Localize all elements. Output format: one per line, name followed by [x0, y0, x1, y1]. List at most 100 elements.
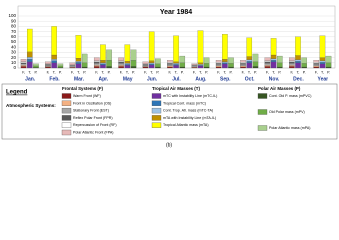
bar-segment [142, 61, 149, 64]
month-label: Jul. [172, 76, 181, 82]
bar-segment [45, 66, 51, 69]
legend-label: Stationary Front (EST) [73, 109, 109, 113]
legend-group-title: Polar Air Masses (P) [258, 86, 301, 91]
chart: Year 1984 Legend Atmospheric Systems: (b… [1, 5, 338, 148]
legend-swatch [151, 107, 162, 114]
bar-segment [118, 57, 124, 61]
bar-segment [167, 66, 173, 69]
bar-segment [325, 66, 332, 69]
bar-segment [142, 66, 149, 69]
y-tick-label: 10 [11, 60, 17, 65]
month-label: Aug. [195, 76, 207, 82]
bar-segment [289, 65, 295, 67]
bar-label: F, [169, 70, 172, 74]
bar-label: P. [59, 70, 62, 74]
bar-segment [246, 62, 253, 69]
bar-segment [33, 65, 39, 68]
bar-segment [313, 60, 320, 63]
legend-label: Old Polar mass (mPV) [269, 110, 305, 114]
bar-segment [197, 30, 204, 63]
bar-segment [264, 66, 271, 69]
month-label: Oct. [245, 76, 255, 82]
bar-segment [20, 59, 27, 62]
bar-segment [20, 66, 27, 69]
bar-segment [93, 65, 100, 67]
bar-label: T, [77, 70, 80, 74]
bar-segment [100, 64, 106, 69]
y-tick-label: 80 [11, 24, 17, 29]
legend-label: Polar Atlantic mass (mPA) [269, 126, 310, 130]
legend-swatch [257, 125, 268, 131]
legend-label: Repercussion of Front (RF) [73, 123, 117, 127]
y-tick-label: 30 [11, 50, 17, 55]
bar-segment [51, 26, 57, 56]
month-label: Year [318, 76, 329, 82]
bar-label: T, [126, 70, 129, 74]
bar-segment [173, 64, 179, 66]
bar-label: T, [297, 70, 300, 74]
bar-segment [191, 63, 198, 65]
bar-segment [57, 65, 64, 68]
bar-segment [75, 62, 82, 64]
month-label: Dec. [293, 76, 304, 82]
legend-subtitle: Atmospheric Systems: [6, 103, 56, 108]
bar-segment [313, 62, 320, 64]
bar-segment [228, 66, 234, 69]
y-tick-label: 70 [11, 29, 17, 34]
bar-label: P. [132, 70, 135, 74]
bar-label: P. [83, 70, 86, 74]
bar-segment [289, 66, 295, 69]
bar-segment [215, 66, 222, 69]
bar-segment [228, 63, 234, 68]
bar-segment [93, 63, 100, 66]
bar-segment [197, 62, 204, 65]
month-label: Sep. [220, 76, 231, 82]
bar-segment [301, 66, 307, 69]
bar-segment [124, 65, 131, 69]
bar-segment [93, 60, 100, 62]
bar-segment [179, 62, 186, 68]
bar-segment [240, 63, 246, 65]
legend-label: Tropical Cont. mass (mTC) [163, 101, 206, 105]
bar-label: T, [28, 70, 31, 74]
bar-segment [173, 35, 179, 62]
bar-segment [270, 38, 277, 56]
bar-segment [270, 60, 277, 62]
bar-segment [69, 65, 76, 68]
legend-group-title: Tropical Air Masses (T) [152, 86, 200, 91]
legend-label: Reflex Polar Front (FPR) [73, 116, 113, 120]
bar-segment [319, 63, 326, 69]
bar-segment [118, 66, 124, 69]
bar-segment [240, 66, 246, 69]
bar-segment [81, 53, 88, 63]
bar-label: P. [303, 70, 306, 74]
legend-swatch [61, 107, 72, 114]
bar-label: P. [108, 70, 111, 74]
bar-label: F, [242, 70, 245, 74]
bar-segment [173, 61, 179, 64]
bar-segment [130, 60, 137, 67]
bar-segment [222, 63, 228, 69]
bar-label: T, [150, 70, 153, 74]
bar-label: T, [53, 70, 56, 74]
legend-label: Front in Oscillation (OS) [73, 101, 111, 105]
bar-segment [215, 64, 222, 67]
legend-swatch [61, 100, 72, 106]
bar-segment [240, 60, 246, 63]
legend-swatch [151, 122, 162, 128]
month-label: Jan. [25, 76, 36, 82]
bar-label: P. [327, 70, 330, 74]
bar-segment [215, 65, 222, 68]
bar-label: F, [144, 70, 147, 74]
bar-segment [93, 66, 100, 69]
bar-segment [289, 57, 295, 61]
month-label: Jun. [147, 76, 158, 82]
bar-label: T, [272, 70, 275, 74]
bar-label: P. [278, 70, 281, 74]
bar-segment [148, 62, 155, 64]
bar-label: F, [266, 70, 269, 74]
bar-segment [215, 62, 222, 64]
bar-segment [167, 65, 173, 68]
bar-label: P. [156, 70, 159, 74]
bar-segment [295, 62, 301, 69]
